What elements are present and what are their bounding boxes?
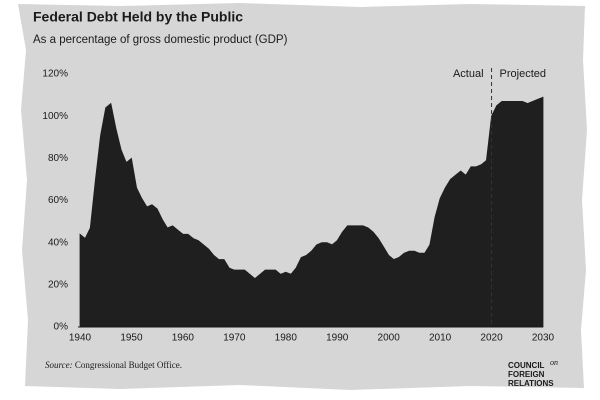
x-tick-label: 1940	[69, 333, 92, 344]
x-tick-label: 1960	[172, 333, 195, 344]
y-tick-label: 60%	[48, 195, 68, 206]
y-tick-label: 120%	[42, 69, 68, 80]
x-tick-label: 1990	[326, 333, 349, 344]
x-tick-label: 2020	[480, 333, 503, 344]
y-tick-label: 40%	[48, 237, 68, 248]
x-tick-label: 2030	[532, 333, 555, 344]
source: Source: Congressional Budget Office.	[45, 360, 182, 370]
x-tick-label: 2010	[429, 333, 452, 344]
chart-title: Federal Debt Held by the Public	[33, 9, 243, 25]
y-tick-label: 0%	[54, 322, 69, 333]
y-tick-label: 20%	[48, 279, 68, 290]
x-tick-label: 1950	[120, 333, 143, 344]
divider-left-label: Actual	[453, 68, 484, 80]
logo-line: RELATIONS	[508, 379, 554, 388]
divider-right-label: Projected	[500, 68, 546, 80]
x-tick-label: 1970	[223, 333, 246, 344]
source-label: Source:	[45, 360, 73, 370]
y-tick-label: 80%	[48, 153, 68, 164]
logo-line: on	[550, 358, 558, 367]
chart-subtitle: As a percentage of gross domestic produc…	[33, 34, 288, 46]
logo-line: FOREIGN	[508, 370, 545, 379]
y-tick-label: 100%	[42, 111, 68, 122]
x-tick-label: 2000	[378, 333, 401, 344]
x-tick-label: 1980	[275, 333, 298, 344]
source-text: Congressional Budget Office.	[75, 360, 182, 370]
logo-line: COUNCIL	[508, 361, 545, 370]
area	[79, 96, 544, 328]
